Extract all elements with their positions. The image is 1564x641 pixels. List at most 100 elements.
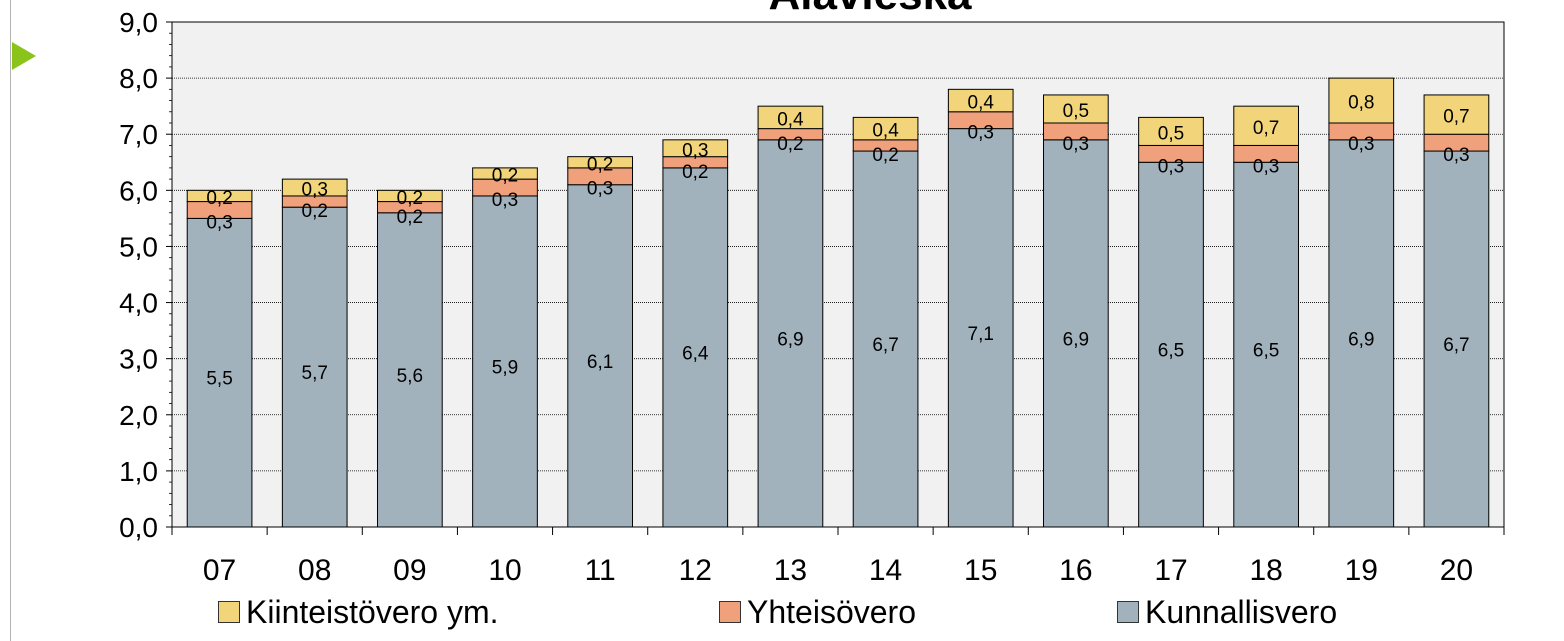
data-label: 0,3	[682, 140, 708, 161]
data-label: 5,7	[302, 363, 328, 384]
y-tick-label: 9,0	[119, 7, 158, 38]
bar-segment	[1138, 161, 1204, 528]
data-label: 0,2	[397, 207, 423, 228]
data-label: 6,7	[1443, 335, 1469, 356]
data-label: 0,5	[1063, 101, 1089, 122]
bar-segment	[472, 195, 538, 528]
bar-segment	[662, 167, 729, 528]
bar-segment	[567, 156, 633, 169]
data-label: 0,5	[1158, 123, 1184, 144]
x-tick-label: 20	[1440, 554, 1473, 587]
bar-segment	[1233, 105, 1299, 146]
bar-segment	[1043, 94, 1109, 124]
bullet-arrow-icon	[12, 42, 36, 70]
legend-label-kunnallisvero: Kunnallisvero	[1145, 593, 1338, 630]
data-label: 5,6	[397, 366, 423, 387]
y-tick-label: 1,0	[119, 456, 158, 487]
data-label: 0,2	[682, 162, 708, 183]
bar-segment	[377, 189, 443, 203]
data-label: 0,2	[302, 201, 328, 222]
x-tick-label: 09	[393, 554, 426, 587]
x-tick-label: 10	[488, 554, 521, 587]
legend-item-yhteisovero: Yhteisövero	[719, 592, 916, 632]
bar-segment	[281, 206, 348, 528]
bar-segment	[472, 167, 538, 180]
bar-segment	[186, 189, 253, 203]
data-label: 6,7	[872, 335, 898, 356]
data-label: 0,2	[397, 188, 423, 209]
x-tick-label: 15	[964, 554, 997, 587]
data-label: 6,1	[587, 352, 613, 373]
bar-segment	[947, 128, 1014, 528]
y-tick-label: 4,0	[119, 288, 158, 319]
y-tick-label: 2,0	[119, 400, 158, 431]
bar-segment	[1233, 161, 1299, 528]
x-tick-label: 08	[298, 554, 331, 587]
data-label: 0,2	[587, 154, 613, 175]
bar-segment	[1328, 77, 1395, 124]
bar-segment	[757, 105, 824, 130]
bar-segment	[567, 184, 633, 528]
data-label: 0,2	[492, 166, 518, 187]
data-label: 6,5	[1253, 341, 1279, 362]
data-label: 0,7	[1443, 107, 1469, 128]
legend-swatch-yhteisovero	[719, 601, 741, 623]
bar-segment	[281, 178, 348, 197]
data-label: 0,3	[968, 123, 994, 144]
data-label: 5,9	[492, 357, 518, 378]
data-label: 7,1	[968, 324, 994, 345]
legend-label-yhteisovero: Yhteisövero	[747, 593, 916, 630]
data-label: 0,3	[1253, 156, 1279, 177]
data-label: 0,2	[777, 134, 803, 155]
x-tick-label: 17	[1154, 554, 1187, 587]
y-tick-label: 7,0	[119, 119, 158, 150]
bar-segment	[377, 212, 443, 528]
data-label: 6,9	[1348, 329, 1374, 350]
x-tick-label: 12	[679, 554, 712, 587]
y-tick-label: 8,0	[119, 63, 158, 94]
bar-segment	[852, 116, 919, 141]
data-label: 0,3	[1443, 145, 1469, 166]
data-label: 0,4	[777, 109, 804, 130]
data-label: 0,3	[206, 212, 232, 233]
bar-segment	[757, 139, 824, 528]
bar-segment	[947, 88, 1014, 113]
data-label: 0,7	[1253, 118, 1279, 139]
data-label: 6,9	[1063, 329, 1089, 350]
data-label: 5,5	[206, 369, 232, 390]
legend-swatch-kiinteistovero	[218, 601, 240, 623]
y-tick-label: 6,0	[119, 175, 158, 206]
legend-label-kiinteistovero: Kiinteistövero ym.	[246, 593, 499, 630]
data-label: 0,3	[1348, 134, 1374, 155]
data-label: 6,5	[1158, 341, 1184, 362]
data-label: 0,3	[587, 179, 613, 200]
bar-segment	[1423, 150, 1490, 528]
x-tick-label: 18	[1249, 554, 1282, 587]
slide-frame-line	[10, 0, 11, 641]
bar-segment	[662, 139, 729, 158]
bar-segment	[1423, 94, 1490, 135]
bar-segment	[1043, 139, 1109, 528]
legend-swatch-kunnallisvero	[1117, 601, 1139, 623]
data-label: 0,3	[1063, 134, 1089, 155]
x-tick-label: 14	[869, 554, 902, 587]
bar-segment	[186, 217, 253, 528]
bar-segment	[1328, 139, 1395, 528]
data-label: 0,3	[302, 180, 328, 201]
data-label: 0,2	[872, 145, 898, 166]
data-label: 6,4	[682, 343, 709, 364]
data-label: 0,2	[206, 188, 232, 209]
data-label: 0,8	[1348, 93, 1374, 114]
x-tick-label: 07	[203, 554, 236, 587]
x-tick-label: 19	[1345, 554, 1378, 587]
y-tick-label: 5,0	[119, 231, 158, 262]
chart-title: Alavieska	[620, 0, 1120, 20]
legend-item-kiinteistovero: Kiinteistövero ym.	[218, 592, 499, 632]
x-tick-label: 16	[1059, 554, 1092, 587]
bar-segment	[1138, 116, 1204, 146]
x-tick-label: 11	[585, 554, 616, 587]
x-tick-label: 13	[774, 554, 807, 587]
data-label: 0,3	[492, 190, 518, 211]
plot-background	[171, 21, 1505, 528]
